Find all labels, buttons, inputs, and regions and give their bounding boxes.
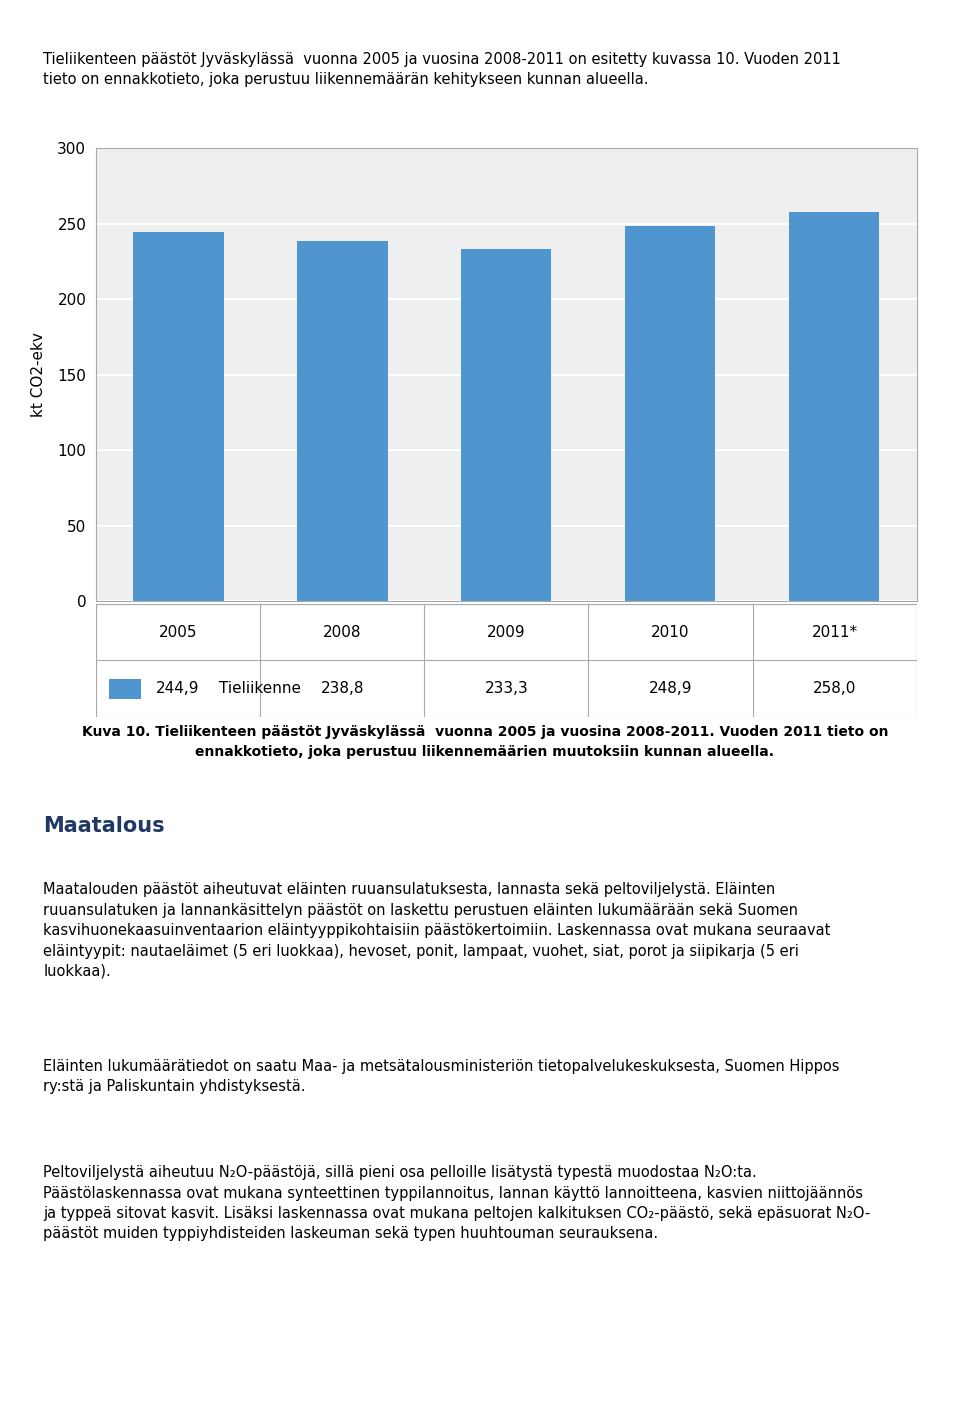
Bar [109,679,141,699]
Text: Tieliikenne: Tieliikenne [219,682,301,696]
Text: 2005: 2005 [158,625,198,639]
Text: Maatalous: Maatalous [43,816,165,836]
Text: 248,9: 248,9 [649,682,692,696]
Text: Peltoviljelystä aiheutuu N₂O-päästöjä, sillä pieni osa pelloille lisätystä types: Peltoviljelystä aiheutuu N₂O-päästöjä, s… [43,1165,871,1241]
Text: 2010: 2010 [651,625,690,639]
Text: 244,9: 244,9 [156,682,200,696]
Bar [789,212,879,601]
Text: 238,8: 238,8 [321,682,364,696]
Text: Eläinten lukumäärätiedot on saatu Maa- ja metsätalousministeriön tietopalvelukes: Eläinten lukumäärätiedot on saatu Maa- j… [43,1059,840,1094]
Text: Tieliikenteen päästöt Jyväskylässä  vuonna 2005 ja vuosina 2008-2011 on esitetty: Tieliikenteen päästöt Jyväskylässä vuonn… [43,52,841,88]
Text: 233,3: 233,3 [485,682,528,696]
Bar [462,249,551,601]
Bar [133,232,224,601]
Text: 2008: 2008 [323,625,362,639]
Text: 17: 17 [887,1362,933,1396]
Text: CO2-RAPORTTI  |  BENVIROC OY 2012: CO2-RAPORTTI | BENVIROC OY 2012 [34,1372,268,1386]
Bar [625,226,715,601]
Text: 2011*: 2011* [811,625,858,639]
Bar [298,240,388,601]
Text: Kuva 10. Tieliikenteen päästöt Jyväskylässä  vuonna 2005 ja vuosina 2008-2011. V: Kuva 10. Tieliikenteen päästöt Jyväskylä… [82,725,888,759]
Y-axis label: kt CO2-ekv: kt CO2-ekv [31,332,46,417]
Text: 258,0: 258,0 [813,682,856,696]
Text: Maatalouden päästöt aiheutuvat eläinten ruuansulatuksesta, lannasta sekä peltovi: Maatalouden päästöt aiheutuvat eläinten … [43,882,830,978]
Text: 2009: 2009 [487,625,526,639]
